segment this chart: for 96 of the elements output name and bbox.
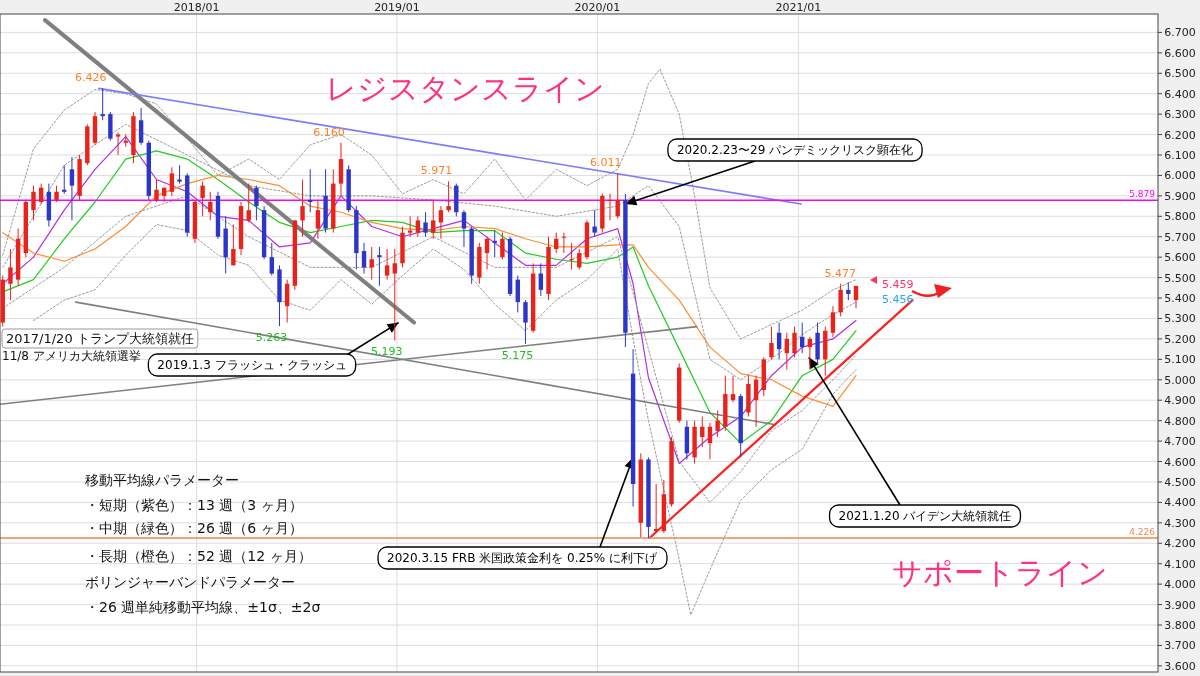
y-tick-label: 6.000 (1164, 169, 1196, 183)
y-tick-label: 5.200 (1164, 332, 1196, 346)
y-tick-label: 5.700 (1164, 230, 1196, 244)
annotation: 移動平均線パラメーター (85, 472, 239, 488)
candlestick (377, 246, 382, 287)
y-tick-label: 4.600 (1164, 455, 1196, 469)
ref-line-label: 4.226 (1129, 526, 1156, 537)
annotation: 2021.1.20 バイデン大統領就任 (838, 509, 1012, 523)
y-tick-label: 3.700 (1164, 639, 1196, 653)
candlestick (461, 209, 467, 248)
y-tick-label: 4.100 (1164, 557, 1196, 571)
candlestick (423, 211, 428, 238)
annotation: ボリンジャーバンドパラメーター (85, 574, 295, 590)
candlestick (769, 326, 774, 360)
candlestick (561, 232, 567, 254)
candlestick (392, 248, 397, 341)
candlestick (569, 242, 574, 270)
annotation: レジスタンスライン (325, 71, 605, 106)
y-tick-label: 4.300 (1164, 516, 1196, 530)
annotation: サポートライン (892, 555, 1108, 590)
y-tick-label: 5.100 (1164, 353, 1196, 367)
candlestick (315, 199, 321, 240)
annotation: 5.193 (371, 345, 403, 359)
candlestick (169, 166, 175, 197)
y-tick-label: 5.000 (1164, 373, 1196, 387)
y-tick-label: 5.600 (1164, 251, 1196, 265)
line-series (2, 174, 857, 407)
y-tick-label: 5.300 (1164, 312, 1196, 326)
annotation: 5.971 (420, 164, 453, 178)
y-tick-label: 5.400 (1164, 292, 1196, 306)
candlestick (384, 248, 390, 281)
y-tick-label: 6.200 (1164, 128, 1196, 142)
candlestick (300, 179, 305, 238)
candlestick (830, 305, 836, 338)
candlestick (231, 223, 236, 266)
annotation: 5.459 (882, 277, 914, 291)
candlestick (269, 242, 274, 277)
ref-line-label: 5.879 (1129, 189, 1156, 200)
x-tick-label: 2018/01 (173, 1, 220, 14)
candlestick (607, 193, 613, 221)
y-tick-label: 3.600 (1164, 659, 1196, 673)
y-tick-label: 6.400 (1164, 87, 1196, 101)
candlestick (100, 87, 105, 121)
candlestick (523, 299, 528, 345)
annotation: 2020.3.15 FRB 米国政策金利を 0.25% に利下げ (387, 551, 658, 565)
candlestick (592, 209, 597, 238)
candlestick (8, 248, 13, 301)
y-tick-label: 6.300 (1164, 108, 1196, 122)
y-tick-label: 6.500 (1164, 67, 1196, 81)
y-tick-label: 4.200 (1164, 537, 1196, 551)
candlestick (500, 232, 505, 260)
y-tick-label: 5.800 (1164, 210, 1196, 224)
candlestick (69, 156, 75, 221)
y-tick-label: 4.000 (1164, 578, 1196, 592)
annotation: 5.263 (255, 331, 288, 345)
candlestick (138, 107, 144, 146)
annotation: 2020.2.23〜29 パンデミックリスク顕在化 (676, 143, 914, 157)
annotation: ・中期（緑色）：26 週（6 ヶ月） (85, 520, 303, 536)
annotation: 5.477 (824, 267, 857, 281)
candlestick (177, 164, 182, 185)
candlestick (254, 185, 259, 221)
y-tick-label: 6.100 (1164, 149, 1196, 162)
annotation: ・長期（橙色）：52 週（12 ヶ月） (85, 548, 312, 564)
y-tick-label: 4.400 (1164, 496, 1196, 510)
annotation: 6.426 (74, 71, 107, 85)
candlestick (838, 283, 843, 317)
annotation: 6.011 (589, 156, 622, 170)
annotation: ・短期（紫色）：13 週（3 ヶ月） (85, 497, 303, 513)
annotation: 2017/1/20 トランプ大統領就任 (6, 331, 194, 346)
annotation: ・26 週単純移動平均線、±1σ、±2σ (85, 599, 321, 615)
y-tick-label: 4.500 (1164, 475, 1196, 489)
candlestick (715, 409, 720, 438)
candlestick (415, 215, 421, 238)
candlestick (446, 180, 451, 213)
y-tick-label: 6.600 (1164, 46, 1196, 60)
annotation: 5.456 (882, 292, 914, 306)
annotation: 6.160 (313, 125, 345, 139)
candlestick (792, 326, 797, 358)
y-tick-label: 5.900 (1164, 189, 1196, 203)
y-tick-label: 3.900 (1164, 598, 1196, 612)
candlestick (431, 199, 436, 240)
candlestick (154, 179, 159, 203)
annotation: 2019.1.3 フラッシュ・クラッシュ (157, 358, 347, 372)
y-tick-label: 5.500 (1164, 271, 1196, 285)
y-tick-label: 6.700 (1164, 26, 1196, 40)
x-tick-label: 2020/01 (574, 1, 621, 14)
candlestick (31, 185, 36, 221)
candlestick (200, 181, 205, 217)
x-tick-label: 2021/01 (775, 1, 822, 14)
y-tick-label: 4.700 (1164, 435, 1196, 449)
y-tick-label: 4.900 (1164, 394, 1196, 408)
annotation: 11/8 アメリカ大統領選挙 (2, 349, 141, 363)
annotation: 5.175 (501, 349, 534, 363)
y-tick-label: 3.800 (1164, 619, 1196, 632)
y-tick-label: 4.800 (1164, 414, 1196, 428)
x-tick-label: 2019/01 (374, 1, 420, 14)
